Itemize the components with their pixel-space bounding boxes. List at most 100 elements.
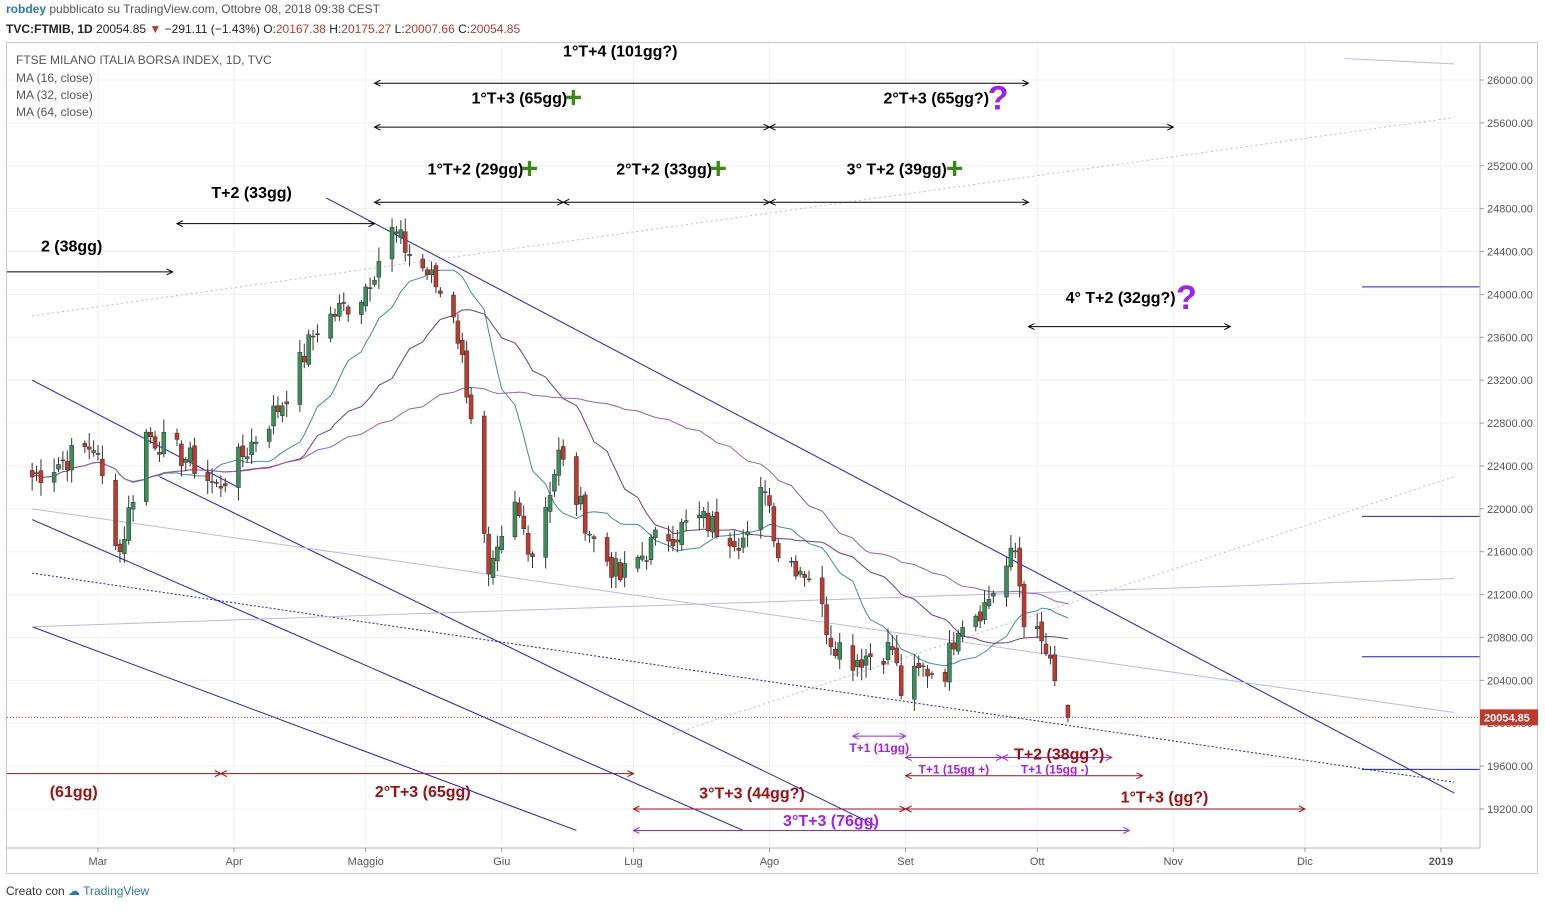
candle-body [429,269,434,275]
candle-body [481,415,487,534]
annotation-label: 1°T+2 (29gg) [428,161,524,178]
arrow-t2-head [175,220,184,228]
ma16-line [31,269,1069,667]
candle-body [578,495,584,505]
annotation-label: T+1 (15gg -) [1021,763,1089,777]
candle-body [1065,705,1071,718]
y-tick-label: 21200.00 [1487,590,1533,602]
candle-body [468,394,474,419]
close-value: 20054.85 [470,22,521,36]
x-tick-label: 2019 [1429,856,1453,868]
candle-body [1004,565,1009,598]
candle-body [144,431,149,502]
footer-brand[interactable]: TradingView [83,884,150,898]
candle-body [894,647,900,664]
trend-line [32,508,1455,714]
candle-body [192,445,197,474]
candle-body [420,258,426,269]
legend-title: FTSE MILANO ITALIA BORSA INDEX, 1D, TVC [16,53,272,67]
candle-body [95,453,101,455]
candle-body [797,570,803,575]
candle-body [653,529,658,539]
trend-line [325,197,1455,794]
candle-body [833,649,838,656]
candle-body [552,474,557,492]
candle-body [394,231,399,234]
candle-body [881,661,886,665]
annotation-label: 4° T+2 (32gg?) [1066,290,1176,307]
candle-body [955,633,961,652]
candle-body [758,486,763,530]
candle-body [1017,547,1022,587]
candle-body [837,642,842,660]
y-tick-label: 25600.00 [1487,118,1533,130]
candle-body [236,446,241,488]
candle-body [745,531,750,536]
arrow-t1-11-head [899,732,907,740]
y-tick-label: 24800.00 [1487,204,1533,216]
candle-body [51,472,57,483]
annotation-label: 3°T+3 (44gg?) [699,785,805,802]
arrow-4t2-head [1224,323,1232,331]
candle-body [337,303,342,317]
candle-body [512,501,518,537]
candle-body [407,254,412,257]
candle-body [977,611,983,622]
legend-ma64: MA (64, close) [16,105,93,119]
candle-body [464,350,469,398]
candle-body [363,286,368,307]
x-tick-label: Giu [493,856,510,868]
annotation-label: (61gg) [50,784,98,801]
trend-line [32,578,1455,628]
annotation-labels: 1°T+4 (101gg?)1°T+3 (65gg)+ 2°T+3 (65gg?)… [41,43,1208,830]
arrow-2t3-head [1167,123,1175,131]
author-name[interactable]: robdey [6,2,47,16]
candle-body [560,446,566,460]
candle-body [306,334,311,365]
trend-line [672,476,1455,735]
moving-averages [31,269,1069,667]
candle-body [683,520,689,523]
candle-body [38,470,44,484]
candle-body [310,335,316,338]
y-tick-label: 22000.00 [1487,504,1533,516]
x-tick-label: Lug [624,856,642,868]
tradingview-logo-icon[interactable]: ☁ [68,884,81,898]
plus-icon: + [946,152,964,185]
chart-frame[interactable] [6,42,1538,874]
arrow-2t3-65-head [219,770,228,778]
trend-line [32,572,1455,783]
candle-body [117,543,123,552]
trend-line [31,519,744,831]
open-label: O: [263,22,276,36]
y-tick-label: 23600.00 [1487,332,1533,344]
symbol-label: TVC:FTMIB, 1D [6,22,93,36]
arrow-t1-15p-head [904,754,912,761]
arrow-t2-38-head [166,268,174,276]
candle-body [1048,654,1053,659]
candle-body [670,539,676,546]
annotation-label: 3° T+2 (39gg) [847,161,947,178]
candle-body [604,537,610,562]
candle-body [389,226,395,260]
annotation-label: 1°T+3 (65gg) [471,91,567,108]
candle-body [240,445,246,457]
candle-body [218,485,224,489]
candle-body [947,642,952,683]
annotation-label: 1°T+4 (101gg?) [563,43,677,60]
candle-body [543,507,548,558]
candle-body [56,464,61,470]
candle-body [495,546,500,562]
candle-body [341,302,347,304]
candle-body [65,461,70,471]
close-label: C: [458,22,471,36]
candle-body [29,470,35,478]
last-price-badge [1480,709,1538,726]
candle-body [376,261,382,278]
x-tick-label: Apr [225,856,242,868]
candle-body [223,483,228,487]
candle-body [806,578,812,581]
candle-body [736,548,742,551]
candle-body [982,602,987,620]
